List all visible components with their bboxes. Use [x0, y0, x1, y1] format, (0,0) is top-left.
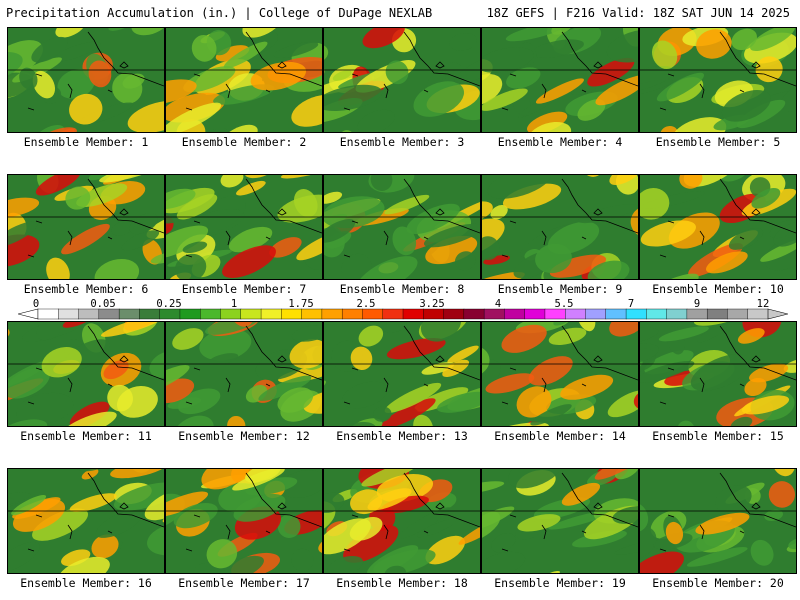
colorbar-tick-label: 0.25	[156, 298, 182, 310]
ensemble-member-map	[639, 468, 797, 574]
ensemble-member-map	[323, 321, 481, 427]
ensemble-member-label: Ensemble Member: 2	[181, 135, 307, 149]
ensemble-member-label: Ensemble Member: 19	[494, 576, 626, 590]
colorbar-swatch	[159, 308, 181, 320]
colorbar-swatch	[98, 308, 120, 320]
colorbar-swatch	[727, 308, 749, 320]
colorbar-swatch	[524, 308, 546, 320]
ensemble-member-map	[165, 321, 323, 427]
colorbar-tick-label: 2.5	[356, 298, 376, 310]
colorbar-swatch	[666, 308, 688, 320]
colorbar-swatch	[544, 308, 566, 320]
ensemble-member-label: Ensemble Member: 7	[181, 282, 307, 296]
colorbar-swatch	[706, 308, 728, 320]
colorbar-swatch	[362, 308, 384, 320]
ensemble-member-map	[639, 27, 797, 133]
ensemble-member-label: Ensemble Member: 12	[178, 429, 310, 443]
colorbar-tick-label: 4	[494, 298, 502, 310]
ensemble-member-map	[7, 468, 165, 574]
colorbar-tick-label: 1.75	[288, 298, 314, 310]
ensemble-member-map	[481, 27, 639, 133]
ensemble-member-label: Ensemble Member: 5	[655, 135, 781, 149]
colorbar-swatch	[605, 308, 627, 320]
ensemble-member-map	[323, 174, 481, 280]
colorbar-swatch	[483, 308, 505, 320]
colorbar-swatch	[585, 308, 607, 320]
colorbar-swatch	[260, 308, 282, 320]
colorbar-swatch	[200, 308, 222, 320]
ensemble-member-label: Ensemble Member: 4	[497, 135, 623, 149]
ensemble-member-map	[639, 321, 797, 427]
colorbar-swatch	[443, 308, 465, 320]
ensemble-member-map	[165, 27, 323, 133]
ensemble-member-map	[7, 27, 165, 133]
colorbar-swatch	[301, 308, 323, 320]
colorbar-swatch	[565, 308, 586, 320]
ensemble-member-label: Ensemble Member: 15	[652, 429, 784, 443]
ensemble-member-map	[165, 174, 323, 280]
ensemble-member-map	[165, 468, 323, 574]
colorbar-swatch	[220, 308, 242, 320]
colorbar-swatch	[37, 308, 59, 320]
colorbar-swatch	[686, 308, 708, 320]
colorbar-swatch	[504, 308, 526, 320]
colorbar-swatch	[402, 308, 424, 320]
ensemble-member-map	[7, 174, 165, 280]
ensemble-member-label: Ensemble Member: 10	[652, 282, 784, 296]
precip-colorbar	[18, 308, 788, 320]
colorbar-swatch	[139, 308, 161, 320]
colorbar-swatch	[179, 308, 201, 320]
ensemble-member-map	[481, 468, 639, 574]
ensemble-member-label: Ensemble Member: 11	[20, 429, 152, 443]
map-title: Precipitation Accumulation (in.) | Colle…	[6, 6, 433, 20]
colorbar-swatch	[118, 308, 140, 320]
colorbar-swatch	[382, 308, 404, 320]
ensemble-member-map	[323, 27, 481, 133]
ensemble-member-label: Ensemble Member: 20	[652, 576, 784, 590]
colorbar-tick-label: 9	[693, 298, 701, 310]
ensemble-member-label: Ensemble Member: 1	[23, 135, 149, 149]
colorbar-swatch	[463, 308, 485, 320]
ensemble-member-map	[7, 321, 165, 427]
ensemble-member-map	[639, 174, 797, 280]
colorbar-swatch	[423, 308, 445, 320]
ensemble-member-label: Ensemble Member: 18	[336, 576, 468, 590]
colorbar-swatch	[747, 308, 769, 320]
colorbar-tick-label: 1	[230, 298, 238, 310]
ensemble-member-label: Ensemble Member: 3	[339, 135, 465, 149]
colorbar-swatch	[281, 308, 303, 320]
ensemble-member-label: Ensemble Member: 13	[336, 429, 468, 443]
ensemble-member-map	[481, 174, 639, 280]
ensemble-member-label: Ensemble Member: 9	[497, 282, 623, 296]
colorbar-swatch	[625, 308, 647, 320]
ensemble-member-label: Ensemble Member: 16	[20, 576, 152, 590]
ensemble-member-map	[323, 468, 481, 574]
ensemble-member-map	[481, 321, 639, 427]
ensemble-member-label: Ensemble Member: 8	[339, 282, 465, 296]
colorbar-tick-label: 12	[756, 298, 770, 310]
colorbar-tick-label: 3.25	[419, 298, 445, 310]
ensemble-member-label: Ensemble Member: 14	[494, 429, 626, 443]
colorbar-tick-label: 0	[32, 298, 40, 310]
colorbar-tick-label: 7	[627, 298, 635, 310]
colorbar-swatch	[321, 308, 343, 320]
ensemble-member-label: Ensemble Member: 17	[178, 576, 310, 590]
colorbar-swatch	[240, 308, 262, 320]
ensemble-member-label: Ensemble Member: 6	[23, 282, 149, 296]
colorbar-swatch	[78, 308, 100, 320]
colorbar-tick-label: 0.05	[90, 298, 116, 310]
colorbar-swatch	[341, 308, 363, 320]
run-valid-time: 18Z GEFS | F216 Valid: 18Z SAT JUN 14 20…	[486, 6, 790, 20]
colorbar-tick-label: 5.5	[554, 298, 574, 310]
colorbar-swatch	[646, 308, 668, 320]
colorbar-swatch	[58, 308, 80, 320]
